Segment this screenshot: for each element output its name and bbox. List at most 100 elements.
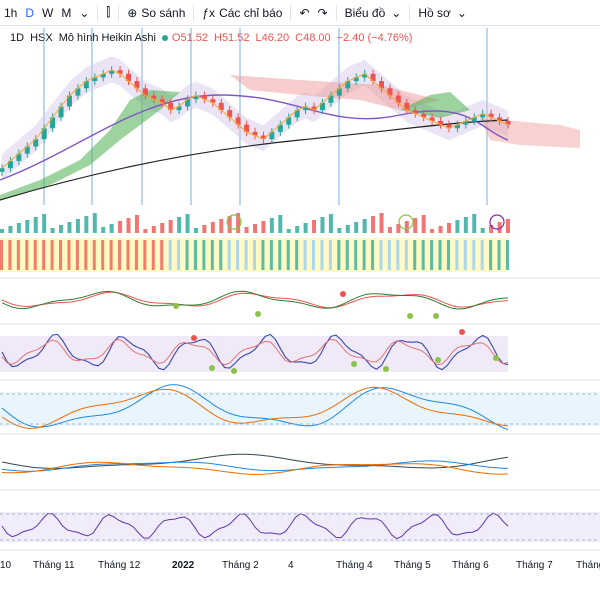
axis-label: Tháng [576, 560, 600, 571]
ma-50-line [0, 94, 509, 181]
undo-button[interactable]: ↶ [295, 0, 313, 26]
histogram-bar [101, 240, 105, 270]
histogram-bar [25, 240, 29, 270]
candle [83, 81, 89, 89]
candle [41, 128, 47, 140]
candle [336, 88, 342, 96]
volume-bar [168, 220, 173, 233]
candle [319, 102, 325, 111]
candle-style-button[interactable]: ⫿ [102, 0, 114, 26]
time-axis[interactable]: 10 Tháng 11 Tháng 12 2022 Tháng 2 4 Thán… [0, 556, 600, 574]
status-dot-icon [161, 35, 168, 41]
histogram-bar [303, 240, 307, 270]
chart-menu[interactable]: Biểu đồ ⌄ [341, 0, 406, 26]
signal-dot [493, 355, 499, 361]
volume-bar [253, 224, 257, 233]
candle [235, 117, 241, 125]
volume-bar [463, 217, 468, 233]
histogram-bar [33, 240, 37, 270]
undo-icon: ↶ [299, 5, 310, 20]
candle [92, 77, 98, 82]
histogram-bar [168, 240, 172, 270]
signal-dot [459, 329, 465, 335]
profile-menu[interactable]: Hồ sơ ⌄ [414, 0, 471, 26]
legend-low: L46.20 [255, 32, 290, 44]
interval-dropdown[interactable]: ⌄ [75, 0, 93, 26]
candle [446, 124, 452, 129]
candle [126, 73, 131, 82]
divider [193, 4, 195, 21]
compare-label: So sánh [141, 5, 186, 20]
volume-bar [92, 213, 97, 233]
candle [193, 95, 199, 100]
histogram-bar [430, 240, 434, 270]
interval-m[interactable]: M [61, 5, 72, 20]
signal-dot [383, 366, 389, 372]
histogram-bar [421, 240, 425, 270]
interval-w[interactable]: W [42, 5, 54, 20]
histogram-bar [438, 240, 442, 270]
volume-bar [413, 218, 418, 233]
redo-button[interactable]: ↷ [314, 0, 332, 26]
legend-open: O51.52 [171, 32, 208, 44]
chevron-down-icon: ⌄ [456, 5, 467, 20]
histogram-bar [16, 240, 20, 270]
signal-dot [433, 313, 439, 319]
volume-bar [193, 228, 198, 233]
histogram-bar [261, 240, 265, 270]
axis-label: Tháng 2 [222, 560, 259, 571]
candle [168, 102, 174, 111]
volume-bar [446, 223, 451, 233]
volume-bar [151, 226, 156, 233]
candle [16, 153, 22, 161]
volume-bar [438, 226, 443, 233]
histogram-bar [50, 240, 54, 270]
legend-change: −2.40 (−4.76%) [336, 32, 413, 44]
ema-line [1, 69, 509, 169]
volume-bar [75, 219, 80, 233]
volume-bar [379, 213, 384, 233]
profile-label: Hồ sơ [418, 5, 451, 20]
volume-bar [177, 217, 182, 233]
histogram-bar [506, 240, 509, 270]
volume-bar [219, 219, 224, 233]
candle [370, 73, 376, 82]
axis-label: 2022 [172, 560, 195, 571]
candle [463, 121, 469, 125]
indicators-label: Các chỉ báo [219, 5, 283, 20]
compare-button[interactable]: ⊕ So sánh [123, 0, 189, 26]
candle [109, 70, 115, 74]
signal-dot [255, 311, 261, 317]
legend-exchange: HSX [30, 32, 53, 44]
volume-bar [160, 223, 165, 233]
candle [227, 110, 233, 118]
signal-dot [173, 303, 179, 309]
volume-bar [33, 217, 38, 233]
candle [387, 88, 393, 96]
volume-bar [42, 214, 47, 233]
legend-high: H51.52 [214, 32, 250, 44]
axis-label: Tháng 7 [516, 560, 553, 571]
volume-bar [269, 218, 274, 233]
histogram-bar [219, 240, 223, 270]
volume-bar [480, 228, 485, 233]
candle [0, 168, 5, 172]
volume-bar [101, 227, 106, 233]
interval-d[interactable]: D [25, 5, 35, 20]
histogram-bar [75, 240, 79, 270]
indicators-button[interactable]: ƒx Các chỉ báo [198, 0, 286, 26]
candle [404, 102, 410, 111]
volume-bar [430, 229, 435, 233]
interval-1h[interactable]: 1h [4, 5, 18, 20]
histogram-bar [0, 240, 3, 270]
volume-bar [185, 214, 190, 233]
candle [303, 106, 309, 111]
volume-bar [421, 215, 426, 233]
candle [33, 139, 39, 147]
candle [395, 95, 401, 103]
histogram-bar [295, 240, 299, 270]
axis-label: Tháng 5 [394, 560, 431, 571]
histogram-bar [185, 240, 189, 270]
candle [277, 124, 283, 132]
